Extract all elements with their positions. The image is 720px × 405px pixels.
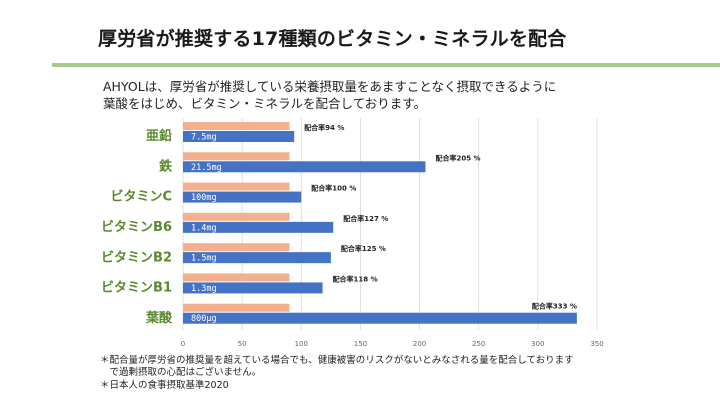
- intro-line-1: AHYOLは、厚労省が推奨している栄養摂取量をあますことなく摂取できるように: [103, 79, 557, 94]
- category-label: 亜鉛: [146, 128, 172, 144]
- ratio-label: 配合率94 %: [304, 123, 344, 132]
- amount-label: 100mg: [191, 193, 217, 203]
- x-tick-label: 150: [354, 340, 367, 348]
- footnote-2: ＊日本人の食事摂取基準2020: [100, 380, 229, 391]
- title-underline: [52, 63, 720, 67]
- category-label: ビタミンB6: [101, 219, 172, 235]
- footnote-1-line-2: で過剰摂取の心配はございません。: [100, 367, 262, 378]
- x-tick-label: 0: [181, 340, 185, 348]
- ratio-bar: [183, 191, 302, 203]
- reference-bar: [183, 152, 290, 161]
- x-tick-label: 300: [531, 340, 544, 348]
- x-tick-label: 350: [590, 340, 603, 348]
- category-label: 鉄: [159, 158, 172, 174]
- amount-label: 800μg: [191, 314, 217, 324]
- amount-label: 7.5mg: [191, 133, 217, 143]
- ratio-label: 配合率118 %: [333, 274, 378, 283]
- x-tick-label: 250: [472, 340, 485, 348]
- reference-bar: [183, 243, 290, 252]
- category-label: ビタミンC: [110, 189, 172, 205]
- ratio-label: 配合率333 %: [532, 302, 577, 311]
- ratio-bar: [183, 252, 331, 264]
- ratio-label: 配合率127 %: [343, 214, 388, 223]
- ratio-bar: [183, 221, 334, 233]
- ratio-bar: [183, 282, 323, 294]
- intro-line-2: 葉酸をはじめ、ビタミン・ミネラルを配合しております。: [103, 96, 427, 111]
- ratio-bar: [183, 131, 295, 142]
- reference-bar: [183, 273, 290, 282]
- x-tick-label: 50: [238, 340, 247, 348]
- intro-text: AHYOLは、厚労省が推奨している栄養摂取量をあますことなく摂取できるように 葉…: [103, 78, 703, 112]
- ratio-label: 配合率125 %: [341, 244, 386, 253]
- x-tick-label: 100: [295, 340, 308, 348]
- category-label: ビタミンB2: [101, 249, 172, 265]
- amount-label: 21.5mg: [191, 163, 222, 173]
- ratio-label: 配合率205 %: [435, 153, 480, 162]
- ratio-label: 配合率100 %: [311, 184, 356, 193]
- x-tick-label: 200: [413, 340, 426, 348]
- reference-bar: [183, 122, 290, 130]
- category-label: ビタミンB1: [101, 280, 172, 296]
- ratio-bar: [183, 312, 577, 324]
- amount-label: 1.3mg: [191, 284, 217, 294]
- reference-bar: [183, 182, 290, 191]
- page-title: 厚労省が推奨する17種類のビタミン・ミネラルを配合: [98, 28, 567, 50]
- reference-bar: [183, 303, 290, 312]
- ratio-bar: [183, 161, 426, 173]
- amount-label: 1.5mg: [191, 254, 217, 264]
- footnote-1-line-1: ＊配合量が厚労省の推奨量を超えている場合でも、健康被害のリスクがないとみなされる…: [100, 355, 574, 366]
- reference-bar: [183, 212, 290, 221]
- amount-label: 1.4mg: [191, 223, 217, 233]
- category-label: 葉酸: [145, 310, 173, 326]
